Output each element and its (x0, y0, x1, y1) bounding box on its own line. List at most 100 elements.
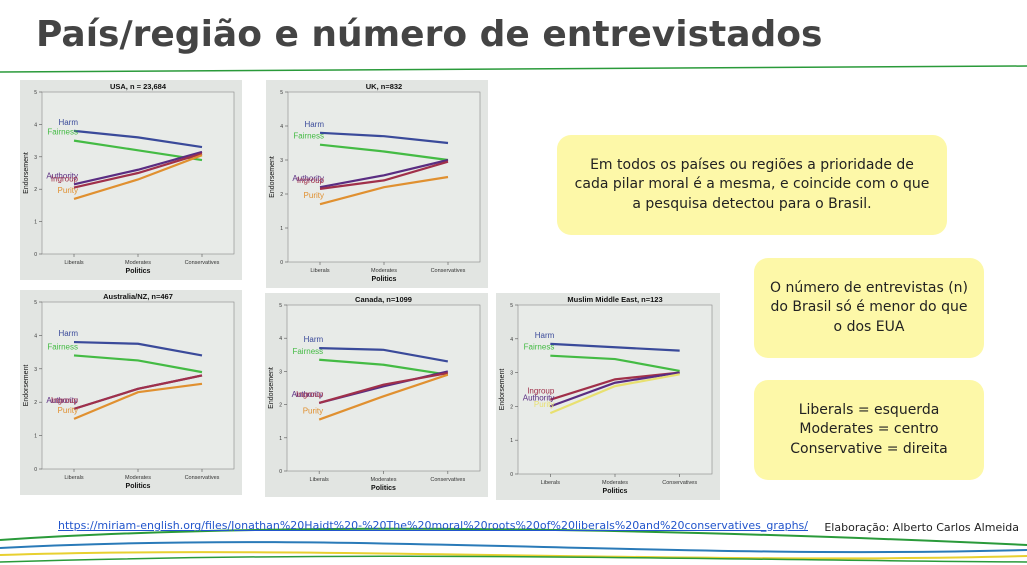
y-axis-label: Endorsement (499, 369, 506, 411)
y-tick-label: 3 (34, 155, 37, 161)
series-label: Fairness (47, 128, 78, 137)
series-label: Harm (304, 120, 324, 129)
x-tick-label: Moderates (125, 260, 151, 266)
x-tick-label: Moderates (602, 480, 628, 486)
series-label: Ingroup (51, 175, 79, 184)
y-tick-label: 3 (34, 367, 37, 373)
y-tick-label: 2 (510, 404, 513, 410)
y-tick-label: 5 (279, 303, 282, 309)
x-tick-label: Moderates (125, 475, 151, 481)
slide-title: País/região e número de entrevistados (36, 14, 823, 55)
x-tick-label: Liberals (541, 480, 561, 486)
series-label: Fairness (292, 347, 323, 356)
plot-area (41, 301, 235, 470)
x-axis-label: Politics (126, 483, 151, 490)
series-label: Authority (46, 396, 78, 405)
x-tick-label: Conservatives (431, 268, 466, 274)
series-label: Ingroup (51, 396, 79, 405)
series-label: Purity (534, 400, 554, 409)
series-line (319, 158, 449, 189)
series-line (319, 131, 449, 145)
chart-title: Canada, n=1099 (355, 295, 412, 304)
chart: Australia/NZ, n=467 0 1 2 3 4 5 Liberals Moderat… (20, 290, 242, 495)
note: O número de entrevistas (n) do Brasil só… (754, 258, 984, 358)
x-axis-label: Politics (371, 485, 396, 492)
y-tick-label: 1 (34, 434, 37, 440)
y-tick-label: 2 (280, 192, 283, 198)
title-rule (0, 65, 1027, 73)
note-line: Moderates = centro (799, 421, 939, 438)
chart-title: Australia/NZ, n=467 (103, 292, 173, 301)
series-label: Authority (292, 390, 324, 399)
y-tick-label: 0 (34, 252, 37, 258)
y-tick-label: 2 (279, 403, 282, 409)
y-tick-label: 4 (510, 337, 513, 343)
y-axis-label: Endorsement (268, 367, 275, 409)
series-label: Ingroup (297, 176, 325, 185)
y-tick-label: 1 (280, 226, 283, 232)
series-line (73, 374, 203, 410)
series-label: Purity (303, 407, 323, 416)
chart: USA, n = 23,684 0 1 2 3 4 5 Liberals Moderates Co… (20, 80, 242, 280)
x-tick-label: Conservatives (185, 475, 220, 481)
series-label: Ingroup (527, 387, 555, 396)
series-line (549, 373, 680, 415)
x-axis-label: Politics (372, 276, 397, 283)
series-label: Harm (304, 335, 324, 344)
note-line: Liberals = esquerda (798, 401, 940, 418)
series-line (550, 354, 680, 372)
series-label: Authority (523, 393, 555, 402)
note-line: Conservative = direita (790, 440, 948, 457)
series-line (73, 129, 203, 149)
plot-area (517, 304, 713, 475)
series-label: Purity (304, 191, 324, 200)
series-label: Harm (58, 329, 78, 338)
x-tick-label: Moderates (371, 477, 397, 483)
series-line (549, 371, 680, 408)
y-tick-label: 0 (510, 472, 513, 478)
series-line (73, 340, 203, 357)
chart: Canada, n=1099 0 1 2 3 4 5 Liberals Moderates Con… (265, 293, 488, 497)
chart-title: UK, n=832 (366, 82, 402, 91)
series-line (73, 354, 203, 374)
bottom-waves (0, 527, 1027, 563)
y-tick-label: 5 (34, 300, 37, 306)
series-label: Harm (535, 331, 555, 340)
source-link[interactable]: https://miriam-english.org/files/Jonatha… (58, 519, 808, 532)
y-tick-label: 1 (279, 436, 282, 442)
series-label: Ingroup (296, 390, 324, 399)
x-tick-label: Liberals (64, 475, 84, 481)
credit: Elaboração: Alberto Carlos Almeida (824, 521, 1019, 534)
chart-title: Muslim Middle East, n=123 (567, 295, 662, 304)
series-label: Authority (292, 174, 324, 183)
y-axis-label: Endorsement (269, 156, 276, 198)
x-tick-label: Conservatives (662, 480, 697, 486)
y-tick-label: 4 (34, 122, 37, 128)
y-tick-label: 0 (280, 260, 283, 266)
y-tick-label: 0 (279, 469, 282, 475)
series-label: Authority (46, 171, 78, 180)
y-tick-label: 3 (280, 158, 283, 164)
series-label: Fairness (524, 343, 555, 352)
x-tick-label: Conservatives (185, 260, 220, 266)
y-tick-label: 3 (279, 369, 282, 375)
series-line (319, 143, 449, 162)
series-label: Fairness (293, 132, 324, 141)
series-line (319, 175, 449, 206)
series-line (550, 371, 680, 401)
x-tick-label: Liberals (310, 477, 330, 483)
series-line (319, 347, 449, 363)
y-tick-label: 3 (510, 371, 513, 377)
y-tick-label: 5 (34, 90, 37, 96)
x-tick-label: Liberals (64, 260, 84, 266)
series-line (73, 152, 203, 189)
note: Em todos os países ou regiões a priorida… (557, 135, 947, 235)
plot-area (286, 304, 481, 472)
x-tick-label: Moderates (371, 268, 397, 274)
x-tick-label: Conservatives (430, 477, 465, 483)
chart-title: USA, n = 23,684 (110, 82, 167, 91)
y-tick-label: 2 (34, 187, 37, 193)
y-tick-label: 4 (279, 336, 282, 342)
series-line (318, 373, 449, 421)
